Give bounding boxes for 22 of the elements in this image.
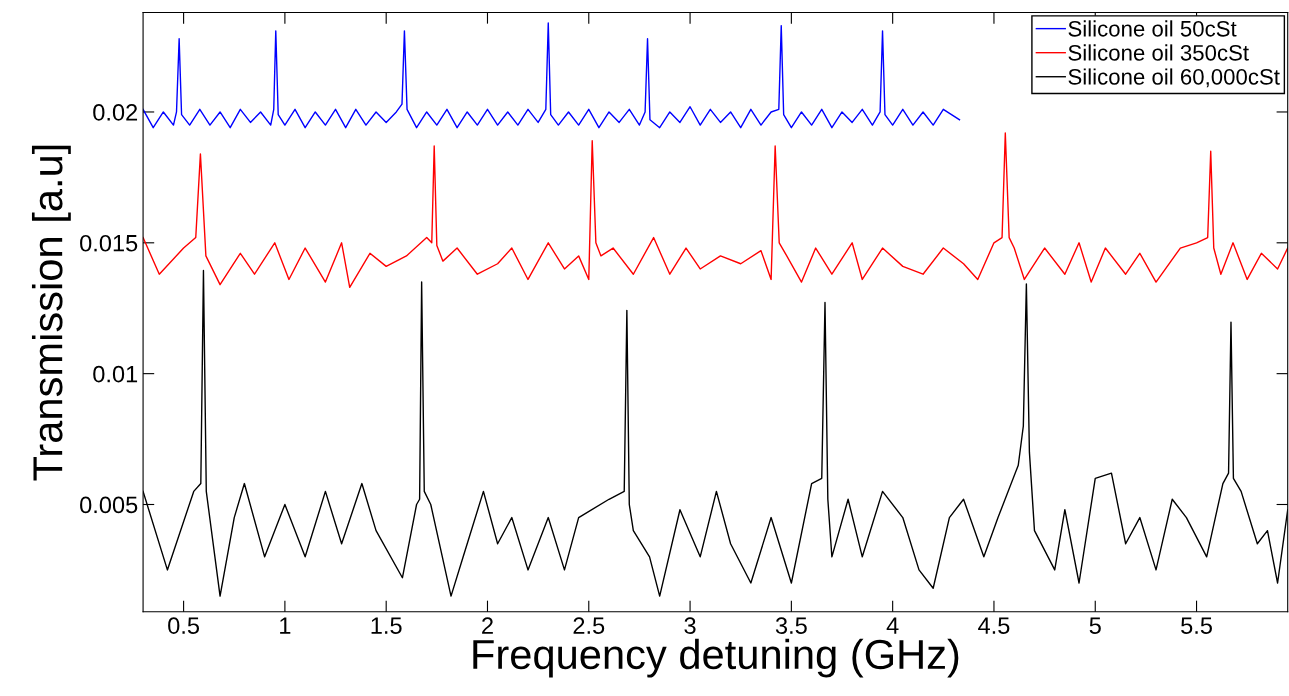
- y-tick-label: 0.015: [80, 234, 138, 252]
- y-tick-label: 0.02: [93, 104, 138, 121]
- x-tick-label: 0.5: [168, 617, 200, 634]
- line-series: [143, 22, 961, 129]
- legend-label: Silicone oil 50cSt: [1068, 20, 1237, 37]
- y-tick-label: 0.01: [93, 365, 138, 383]
- x-tick-label: 1: [280, 617, 291, 634]
- x-tick-label: 1.5: [371, 617, 402, 634]
- legend-label: Silicone oil 350cSt: [1068, 44, 1249, 61]
- line-series: [143, 132, 1288, 288]
- x-tick-label: 4.5: [978, 617, 1010, 634]
- x-axis-title: Frequency detuning (GHz): [473, 638, 959, 678]
- x-tick-label: 4: [886, 617, 899, 634]
- x-tick-label: 3.5: [775, 617, 807, 634]
- x-tick-label: 2: [482, 617, 493, 634]
- x-tick-label: 3: [684, 617, 696, 634]
- x-tick-label: 5.5: [1181, 617, 1212, 634]
- x-tick-label: 5: [1089, 617, 1101, 634]
- legend-label: Silicone oil 60,000cSt: [1068, 68, 1280, 88]
- x-tick-label: 2.5: [573, 617, 605, 634]
- y-tick-label: 0.005: [80, 496, 138, 514]
- y-axis-title: Transmission [a.u]: [31, 145, 71, 481]
